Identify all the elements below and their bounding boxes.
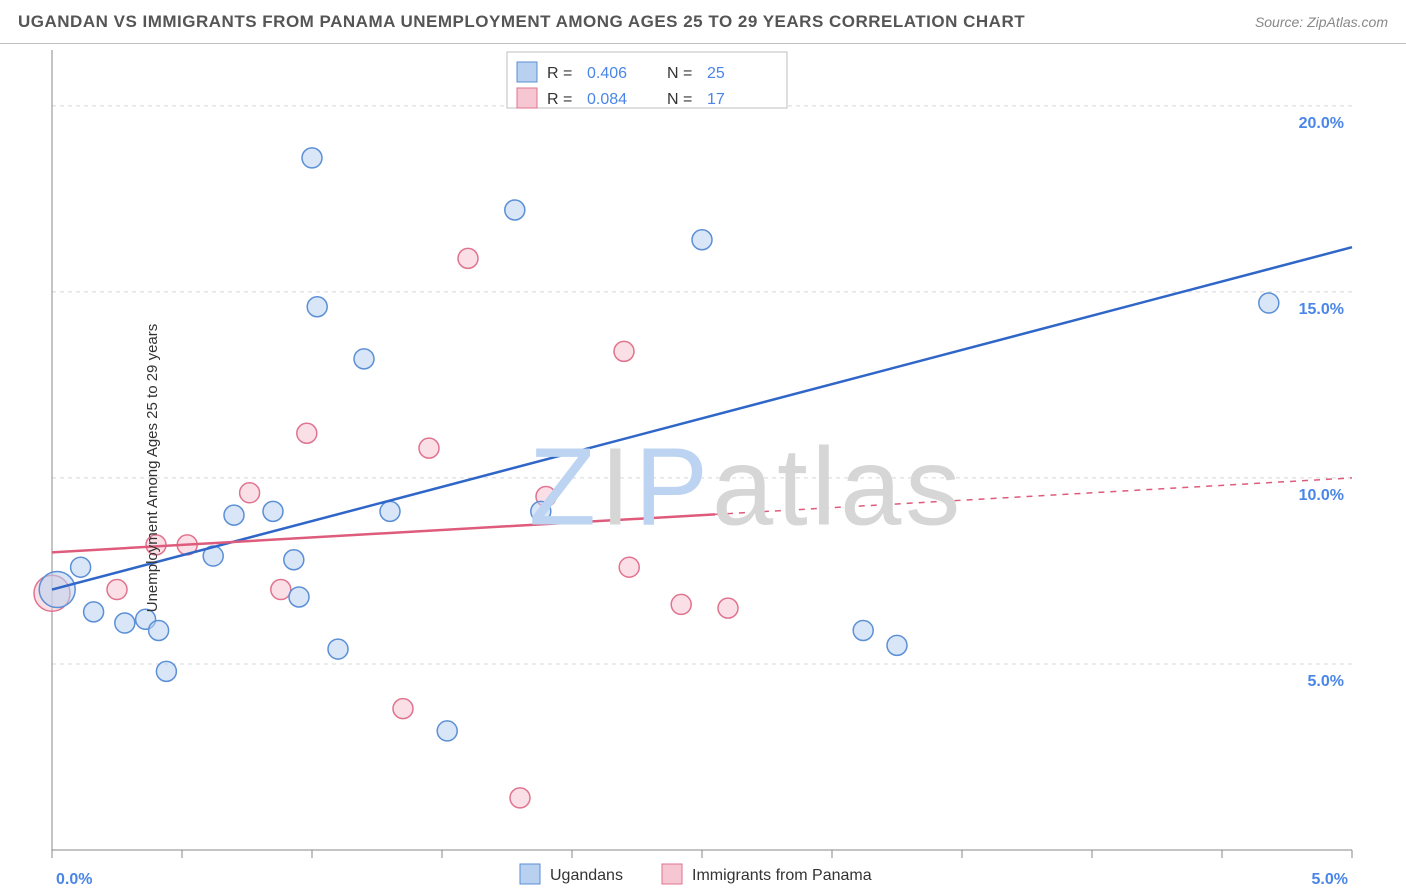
legend-swatch-panama	[517, 88, 537, 108]
bottom-swatch-ugandans	[520, 864, 540, 884]
marker-ugandans	[284, 550, 304, 570]
marker-ugandans	[1259, 293, 1279, 313]
marker-ugandans	[692, 230, 712, 250]
marker-ugandans	[302, 148, 322, 168]
marker-panama	[614, 341, 634, 361]
legend-swatch-ugandans	[517, 62, 537, 82]
trend-panama-ext	[715, 478, 1352, 514]
marker-ugandans	[887, 635, 907, 655]
marker-ugandans	[531, 501, 551, 521]
x-tick-label: 0.0%	[56, 871, 92, 888]
legend-n-value: 25	[707, 65, 725, 82]
source-label: Source: ZipAtlas.com	[1255, 14, 1388, 30]
marker-ugandans	[84, 602, 104, 622]
marker-panama	[619, 557, 639, 577]
chart-area: Unemployment Among Ages 25 to 29 years 5…	[0, 44, 1406, 892]
y-tick-label: 15.0%	[1299, 301, 1344, 318]
legend-n-value: 17	[707, 91, 725, 108]
scatter-chart: 5.0% 10.0% 15.0% 20.0% 0.0% 5.0% R = 0.406 N = 25…	[0, 44, 1406, 892]
y-tick-label: 5.0%	[1308, 673, 1344, 690]
marker-ugandans	[71, 557, 91, 577]
trend-ugandans	[52, 247, 1352, 589]
y-tick-label: 10.0%	[1299, 487, 1344, 504]
marker-panama	[271, 580, 291, 600]
legend-n-label: N =	[667, 91, 692, 108]
marker-panama	[419, 438, 439, 458]
marker-panama	[297, 423, 317, 443]
marker-panama	[240, 483, 260, 503]
x-tick-label: 5.0%	[1312, 871, 1348, 888]
marker-ugandans	[380, 501, 400, 521]
marker-panama	[458, 248, 478, 268]
legend-r-label: R =	[547, 65, 572, 82]
marker-ugandans	[224, 505, 244, 525]
bottom-legend-panama: Immigrants from Panama	[692, 867, 872, 884]
marker-ugandans	[307, 297, 327, 317]
marker-panama	[510, 788, 530, 808]
legend-n-label: N =	[667, 65, 692, 82]
title-bar: UGANDAN VS IMMIGRANTS FROM PANAMA UNEMPL…	[0, 0, 1406, 44]
bottom-legend-ugandans: Ugandans	[550, 867, 623, 884]
marker-ugandans	[39, 572, 75, 608]
marker-panama	[671, 594, 691, 614]
y-axis-label: Unemployment Among Ages 25 to 29 years	[144, 324, 161, 613]
marker-ugandans	[354, 349, 374, 369]
legend-r-value: 0.084	[587, 91, 627, 108]
marker-ugandans	[156, 661, 176, 681]
bottom-swatch-panama	[662, 864, 682, 884]
marker-ugandans	[115, 613, 135, 633]
marker-ugandans	[149, 620, 169, 640]
legend-r-value: 0.406	[587, 65, 627, 82]
marker-ugandans	[505, 200, 525, 220]
y-tick-label: 20.0%	[1299, 115, 1344, 132]
marker-panama	[107, 580, 127, 600]
marker-ugandans	[263, 501, 283, 521]
marker-ugandans	[437, 721, 457, 741]
marker-panama	[718, 598, 738, 618]
chart-title: UGANDAN VS IMMIGRANTS FROM PANAMA UNEMPL…	[18, 12, 1025, 32]
legend-r-label: R =	[547, 91, 572, 108]
marker-ugandans	[289, 587, 309, 607]
marker-panama	[393, 699, 413, 719]
marker-ugandans	[853, 620, 873, 640]
marker-ugandans	[328, 639, 348, 659]
